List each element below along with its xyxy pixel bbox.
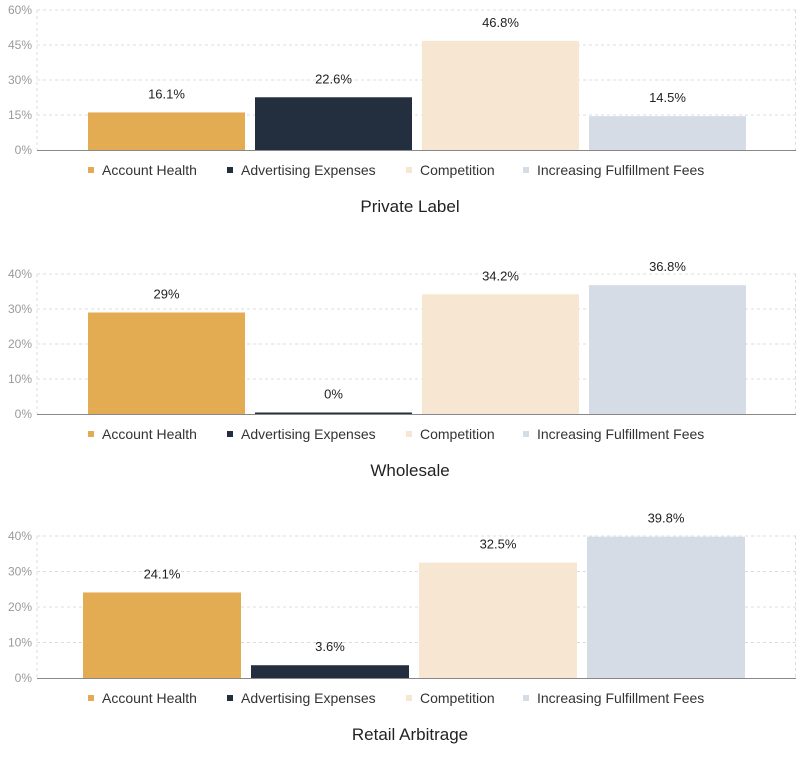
legend-swatch [227, 695, 233, 701]
legend-label: Increasing Fulfillment Fees [537, 690, 704, 706]
bar [88, 312, 245, 414]
legend-swatch [523, 431, 529, 437]
bar [83, 592, 241, 678]
legend-swatch [523, 167, 529, 173]
legend-swatch [88, 167, 94, 173]
legend-label: Increasing Fulfillment Fees [537, 426, 704, 442]
chart-panel: 0% 10% 20% 30% 40% 24.1% 3.6% 32.5% 39.8% Account… [8, 511, 796, 744]
bar [88, 112, 245, 150]
data-label: 3.6% [315, 639, 345, 654]
bar [589, 116, 746, 150]
data-label: 24.1% [144, 566, 181, 581]
legend-swatch [406, 431, 412, 437]
y-tick-label: 60% [8, 3, 32, 17]
chart-panel: 0% 10% 20% 30% 40% 29% 0% 34.2% 36.8% Account Hea… [8, 259, 796, 480]
chart-title: Retail Arbitrage [352, 725, 468, 744]
y-tick-label: 10% [8, 636, 32, 650]
bar [255, 412, 412, 414]
data-label: 46.8% [482, 15, 519, 30]
chart-title: Private Label [360, 197, 459, 216]
y-tick-label: 20% [8, 600, 32, 614]
legend-label: Advertising Expenses [241, 690, 376, 706]
y-tick-label: 45% [8, 38, 32, 52]
legend-label: Competition [420, 426, 495, 442]
y-tick-label: 15% [8, 108, 32, 122]
legend-label: Account Health [102, 162, 197, 178]
bar [255, 97, 412, 150]
y-tick-label: 0% [15, 671, 33, 685]
legend-label: Increasing Fulfillment Fees [537, 162, 704, 178]
y-tick-label: 30% [8, 565, 32, 579]
legend-label: Advertising Expenses [241, 426, 376, 442]
data-label: 34.2% [482, 268, 519, 283]
data-label: 14.5% [649, 90, 686, 105]
legend-swatch [88, 431, 94, 437]
data-label: 39.8% [648, 511, 685, 526]
bar [422, 40, 579, 150]
bar [419, 562, 577, 678]
legend-label: Competition [420, 690, 495, 706]
data-label: 16.1% [148, 86, 185, 101]
data-label: 0% [324, 387, 343, 402]
bar [587, 536, 745, 678]
y-tick-label: 10% [8, 372, 32, 386]
bar [251, 665, 409, 678]
y-tick-label: 40% [8, 267, 32, 281]
legend-swatch [406, 695, 412, 701]
legend-swatch [88, 695, 94, 701]
legend-label: Competition [420, 162, 495, 178]
y-tick-label: 0% [15, 407, 33, 421]
legend-swatch [523, 695, 529, 701]
bar [589, 285, 746, 414]
y-tick-label: 30% [8, 73, 32, 87]
legend-swatch [227, 431, 233, 437]
y-tick-label: 20% [8, 337, 32, 351]
legend-swatch [227, 167, 233, 173]
y-tick-label: 40% [8, 529, 32, 543]
chart-title: Wholesale [370, 461, 449, 480]
legend-label: Advertising Expenses [241, 162, 376, 178]
bar [422, 294, 579, 414]
data-label: 32.5% [480, 537, 517, 552]
data-label: 36.8% [649, 259, 686, 274]
chart-panel: 0% 15% 30% 45% 60% 16.1% 22.6% 46.8% 14.5% Accoun… [8, 3, 796, 216]
data-label: 29% [153, 287, 179, 302]
legend-label: Account Health [102, 690, 197, 706]
legend-swatch [406, 167, 412, 173]
data-label: 22.6% [315, 71, 352, 86]
y-tick-label: 30% [8, 302, 32, 316]
legend-label: Account Health [102, 426, 197, 442]
y-tick-label: 0% [15, 143, 33, 157]
